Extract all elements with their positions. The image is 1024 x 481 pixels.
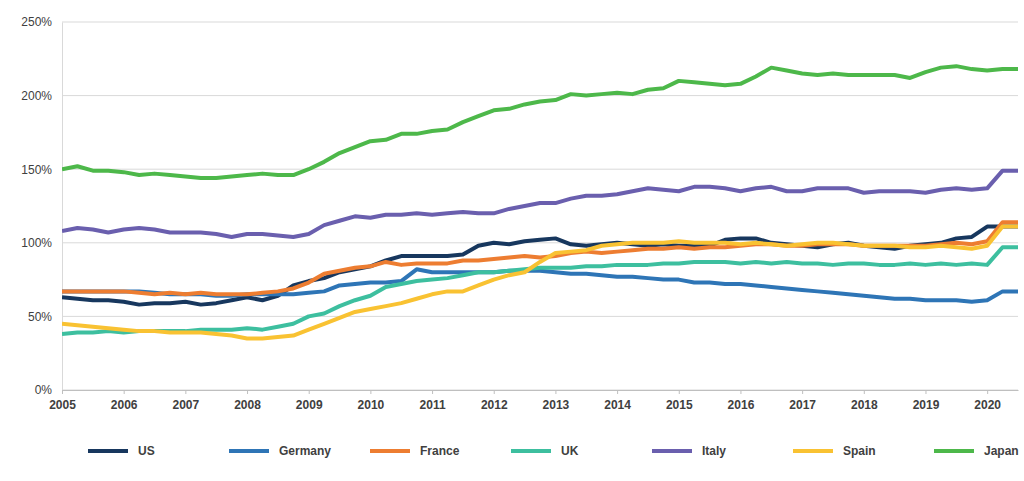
legend-swatch (934, 449, 974, 453)
x-tick: 2010 (358, 390, 385, 412)
y-tick-label: 0% (35, 383, 53, 397)
x-tick: 2006 (111, 390, 138, 412)
plot-area: 0%50%100%150%200%250%2005200620072008200… (21, 15, 1018, 411)
grid (62, 22, 1018, 390)
y-tick: 100% (21, 236, 62, 250)
legend-swatch (88, 449, 128, 453)
x-tick: 2019 (913, 390, 940, 412)
x-tick-label: 2008 (234, 398, 261, 412)
legend-item: Japan (934, 444, 1019, 458)
grid-line (62, 242, 1018, 243)
x-tick-mark (555, 390, 556, 394)
x-tick-mark (185, 390, 186, 394)
x-axis: 2005 2006 2007 2008 2009 2010 2011 2012 2013 2014… (49, 390, 1018, 412)
legend-item: Spain (793, 444, 876, 458)
y-tick: 50% (28, 310, 62, 324)
y-axis: 0% 50% 100% 150% 200% 250% (21, 15, 62, 397)
x-tick: 2016 (728, 390, 755, 412)
x-tick-mark (864, 390, 865, 394)
x-tick-mark (370, 390, 371, 394)
legend-swatch (652, 449, 692, 453)
x-tick-mark (802, 390, 803, 394)
legend-label: US (138, 444, 155, 458)
grid-line (62, 95, 1018, 96)
legend-item: Germany (229, 444, 331, 458)
y-tick: 150% (21, 163, 62, 177)
grid-line (62, 22, 1018, 23)
legend-item: France (370, 444, 460, 458)
legend-item: US (88, 444, 155, 458)
x-tick-mark (925, 390, 926, 394)
x-tick: 2020 (974, 390, 1001, 412)
grid-line (62, 169, 1018, 170)
legend-label: Germany (279, 444, 331, 458)
y-tick-label: 200% (21, 89, 52, 103)
x-tick: 2015 (666, 390, 693, 412)
legend-label: Spain (843, 444, 876, 458)
x-tick-mark (62, 390, 63, 394)
x-tick-mark (617, 390, 618, 394)
x-tick: 2008 (234, 390, 261, 412)
y-tick: 250% (21, 15, 62, 29)
x-tick: 2013 (543, 390, 570, 412)
legend-swatch (370, 449, 410, 453)
legend-swatch (229, 449, 269, 453)
legend-label: Italy (702, 444, 726, 458)
x-tick-label: 2006 (111, 398, 138, 412)
y-tick: 200% (21, 89, 62, 103)
y-tick: 0% (35, 383, 62, 397)
chart: 0%50%100%150%200%250%2005200620072008200… (0, 0, 1024, 481)
x-tick-mark (987, 390, 988, 394)
x-tick: 2011 (420, 390, 446, 412)
x-tick-label: 2013 (543, 398, 570, 412)
x-tick-label: 2009 (296, 398, 323, 412)
x-tick-label: 2016 (728, 398, 755, 412)
x-tick: 2007 (173, 390, 200, 412)
x-tick-label: 2007 (173, 398, 200, 412)
x-tick-mark (494, 390, 495, 394)
x-tick: 2012 (481, 390, 508, 412)
x-tick-mark (247, 390, 248, 394)
x-tick-label: 2015 (666, 398, 693, 412)
series-line (62, 171, 1018, 237)
legend-swatch (511, 449, 551, 453)
y-tick-label: 150% (21, 163, 52, 177)
legend-label: UK (561, 444, 579, 458)
legend-item: Italy (652, 444, 726, 458)
x-tick-mark (124, 390, 125, 394)
grid-line (62, 390, 1018, 391)
lines (62, 66, 1018, 338)
x-tick-mark (679, 390, 680, 394)
x-tick-label: 2012 (481, 398, 508, 412)
legend-item: UK (511, 444, 579, 458)
x-tick-label: 2017 (789, 398, 816, 412)
y-tick-label: 250% (21, 15, 52, 29)
x-tick: 2009 (296, 390, 323, 412)
x-tick-label: 2019 (913, 398, 940, 412)
x-tick: 2017 (789, 390, 816, 412)
legend-label: France (420, 444, 460, 458)
series-line (62, 269, 1018, 301)
series-line (62, 227, 1018, 339)
x-tick-label: 2020 (974, 398, 1001, 412)
x-tick-mark (309, 390, 310, 394)
x-tick-label: 2014 (604, 398, 631, 412)
x-tick-label: 2010 (358, 398, 385, 412)
legend: US Germany France UK Italy Spain Japan (88, 444, 1019, 458)
x-tick: 2005 (49, 390, 76, 412)
legend-swatch (793, 449, 833, 453)
x-tick-label: 2018 (851, 398, 878, 412)
x-tick: 2018 (851, 390, 878, 412)
y-tick-label: 50% (28, 310, 52, 324)
legend-label: Japan (984, 444, 1019, 458)
x-tick-mark (740, 390, 741, 394)
x-tick: 2014 (604, 390, 631, 412)
grid-line (62, 316, 1018, 317)
series-line (62, 66, 1018, 178)
y-tick-label: 100% (21, 236, 52, 250)
x-tick-label: 2011 (420, 398, 446, 412)
x-tick-label: 2005 (49, 398, 76, 412)
x-tick-mark (432, 390, 433, 394)
x-axis-line (63, 390, 1019, 391)
